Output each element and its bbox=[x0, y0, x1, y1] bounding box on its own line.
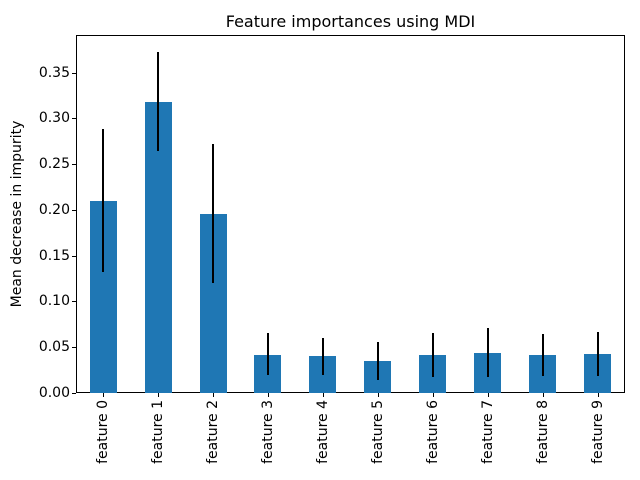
error-bar bbox=[102, 129, 104, 272]
y-tick-label: 0.30 bbox=[38, 110, 70, 126]
error-bar bbox=[157, 52, 159, 151]
x-tick-mark bbox=[212, 393, 214, 397]
y-tick-mark bbox=[72, 255, 76, 257]
error-bar bbox=[487, 328, 489, 377]
error-bar bbox=[267, 333, 269, 375]
y-tick-mark bbox=[72, 72, 76, 74]
x-tick-label: feature 7 bbox=[480, 400, 496, 464]
error-bar bbox=[377, 342, 379, 380]
error-bar bbox=[542, 334, 544, 376]
x-tick-mark bbox=[487, 393, 489, 397]
x-tick-label: feature 5 bbox=[370, 400, 386, 464]
y-tick-mark bbox=[72, 163, 76, 165]
x-tick-label: feature 0 bbox=[95, 400, 111, 464]
x-tick-label: feature 6 bbox=[425, 400, 441, 464]
x-tick-label: feature 1 bbox=[150, 400, 166, 464]
y-tick-mark bbox=[72, 346, 76, 348]
x-tick-mark bbox=[322, 393, 324, 397]
y-tick-mark bbox=[72, 117, 76, 119]
y-tick-mark bbox=[72, 392, 76, 394]
error-bar bbox=[322, 338, 324, 375]
y-tick-label: 0.00 bbox=[38, 385, 70, 401]
x-tick-label: feature 8 bbox=[535, 400, 551, 464]
y-tick-label: 0.10 bbox=[38, 293, 70, 309]
y-tick-mark bbox=[72, 300, 76, 302]
x-tick-mark bbox=[267, 393, 269, 397]
x-tick-label: feature 3 bbox=[260, 400, 276, 464]
x-tick-mark bbox=[542, 393, 544, 397]
y-tick-mark bbox=[72, 209, 76, 211]
y-tick-label: 0.35 bbox=[38, 65, 70, 81]
x-tick-mark bbox=[432, 393, 434, 397]
x-tick-label: feature 4 bbox=[315, 400, 331, 464]
y-tick-label: 0.15 bbox=[38, 248, 70, 264]
y-axis-label: Mean decrease in impurity bbox=[9, 120, 25, 308]
y-tick-label: 0.25 bbox=[38, 156, 70, 172]
error-bar bbox=[597, 332, 599, 376]
x-tick-mark bbox=[597, 393, 599, 397]
y-tick-label: 0.05 bbox=[38, 339, 70, 355]
chart-title: Feature importances using MDI bbox=[225, 12, 476, 31]
error-bar bbox=[432, 333, 434, 377]
x-tick-label: feature 2 bbox=[205, 400, 221, 464]
x-tick-mark bbox=[157, 393, 159, 397]
error-bar bbox=[212, 144, 214, 283]
y-tick-label: 0.20 bbox=[38, 202, 70, 218]
x-tick-mark bbox=[102, 393, 104, 397]
x-tick-mark bbox=[377, 393, 379, 397]
x-tick-label: feature 9 bbox=[590, 400, 606, 464]
